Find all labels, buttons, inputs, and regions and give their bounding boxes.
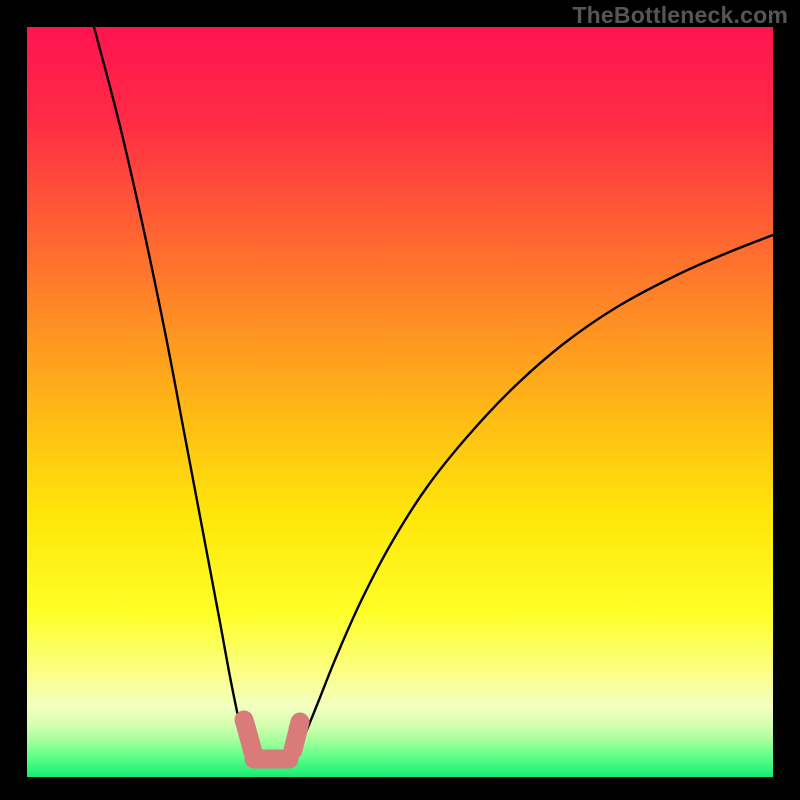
- watermark-text: TheBottleneck.com: [572, 2, 788, 29]
- plot-area: [27, 27, 773, 777]
- bottleneck-curve: [94, 27, 773, 760]
- marker-segment: [293, 722, 300, 750]
- highlight-markers: [235, 711, 308, 760]
- chart-svg: [27, 27, 773, 777]
